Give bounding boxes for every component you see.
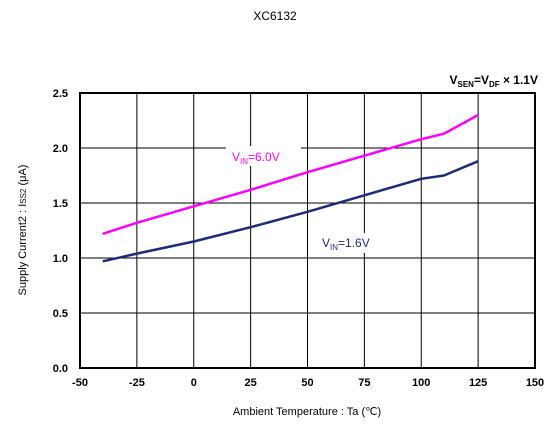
x-tick-label: 125 [469,377,487,389]
series-lines [102,113,479,263]
x-tick-label: -25 [129,377,145,389]
gridlines [79,92,536,369]
y-axis-label: Supply Current2 : ISS2 (μA) [17,165,29,296]
plot-area [79,92,536,369]
chart-title: XC6132 [253,9,297,23]
legend-label-vin-6v: VIN=6.0V [226,146,301,166]
series-line-1 [102,160,479,263]
x-tick-label: 75 [358,377,370,389]
y-tick-label: 2.5 [53,88,68,100]
x-tick-label: 0 [191,377,197,389]
svg-text:VIN=1.6V: VIN=1.6V [322,236,370,252]
y-tick-label: 1.5 [53,198,68,210]
series-line-0 [102,113,479,235]
y-tick-label: 1.0 [53,253,68,265]
y-tick-labels: 0.0 0.5 1.0 1.5 2.0 2.5 [53,88,68,375]
svg-text:VIN=6.0V: VIN=6.0V [232,150,280,166]
legend-label-vin-1-6v: VIN=1.6V [316,233,394,253]
x-tick-labels: -50 -25 0 25 50 75 100 125 150 [72,377,544,389]
y-tick-label: 2.0 [53,143,68,155]
x-tick-label: -50 [72,377,88,389]
y-tick-label: 0.0 [53,363,68,375]
x-axis-label: Ambient Temperature : Ta (℃) [233,406,381,418]
x-tick-label: 150 [526,377,544,389]
y-tick-label: 0.5 [53,308,68,320]
x-tick-label: 50 [301,377,313,389]
condition-label: VSEN=VDF × 1.1V [449,73,538,89]
x-tick-label: 100 [412,377,430,389]
x-tick-label: 25 [245,377,257,389]
